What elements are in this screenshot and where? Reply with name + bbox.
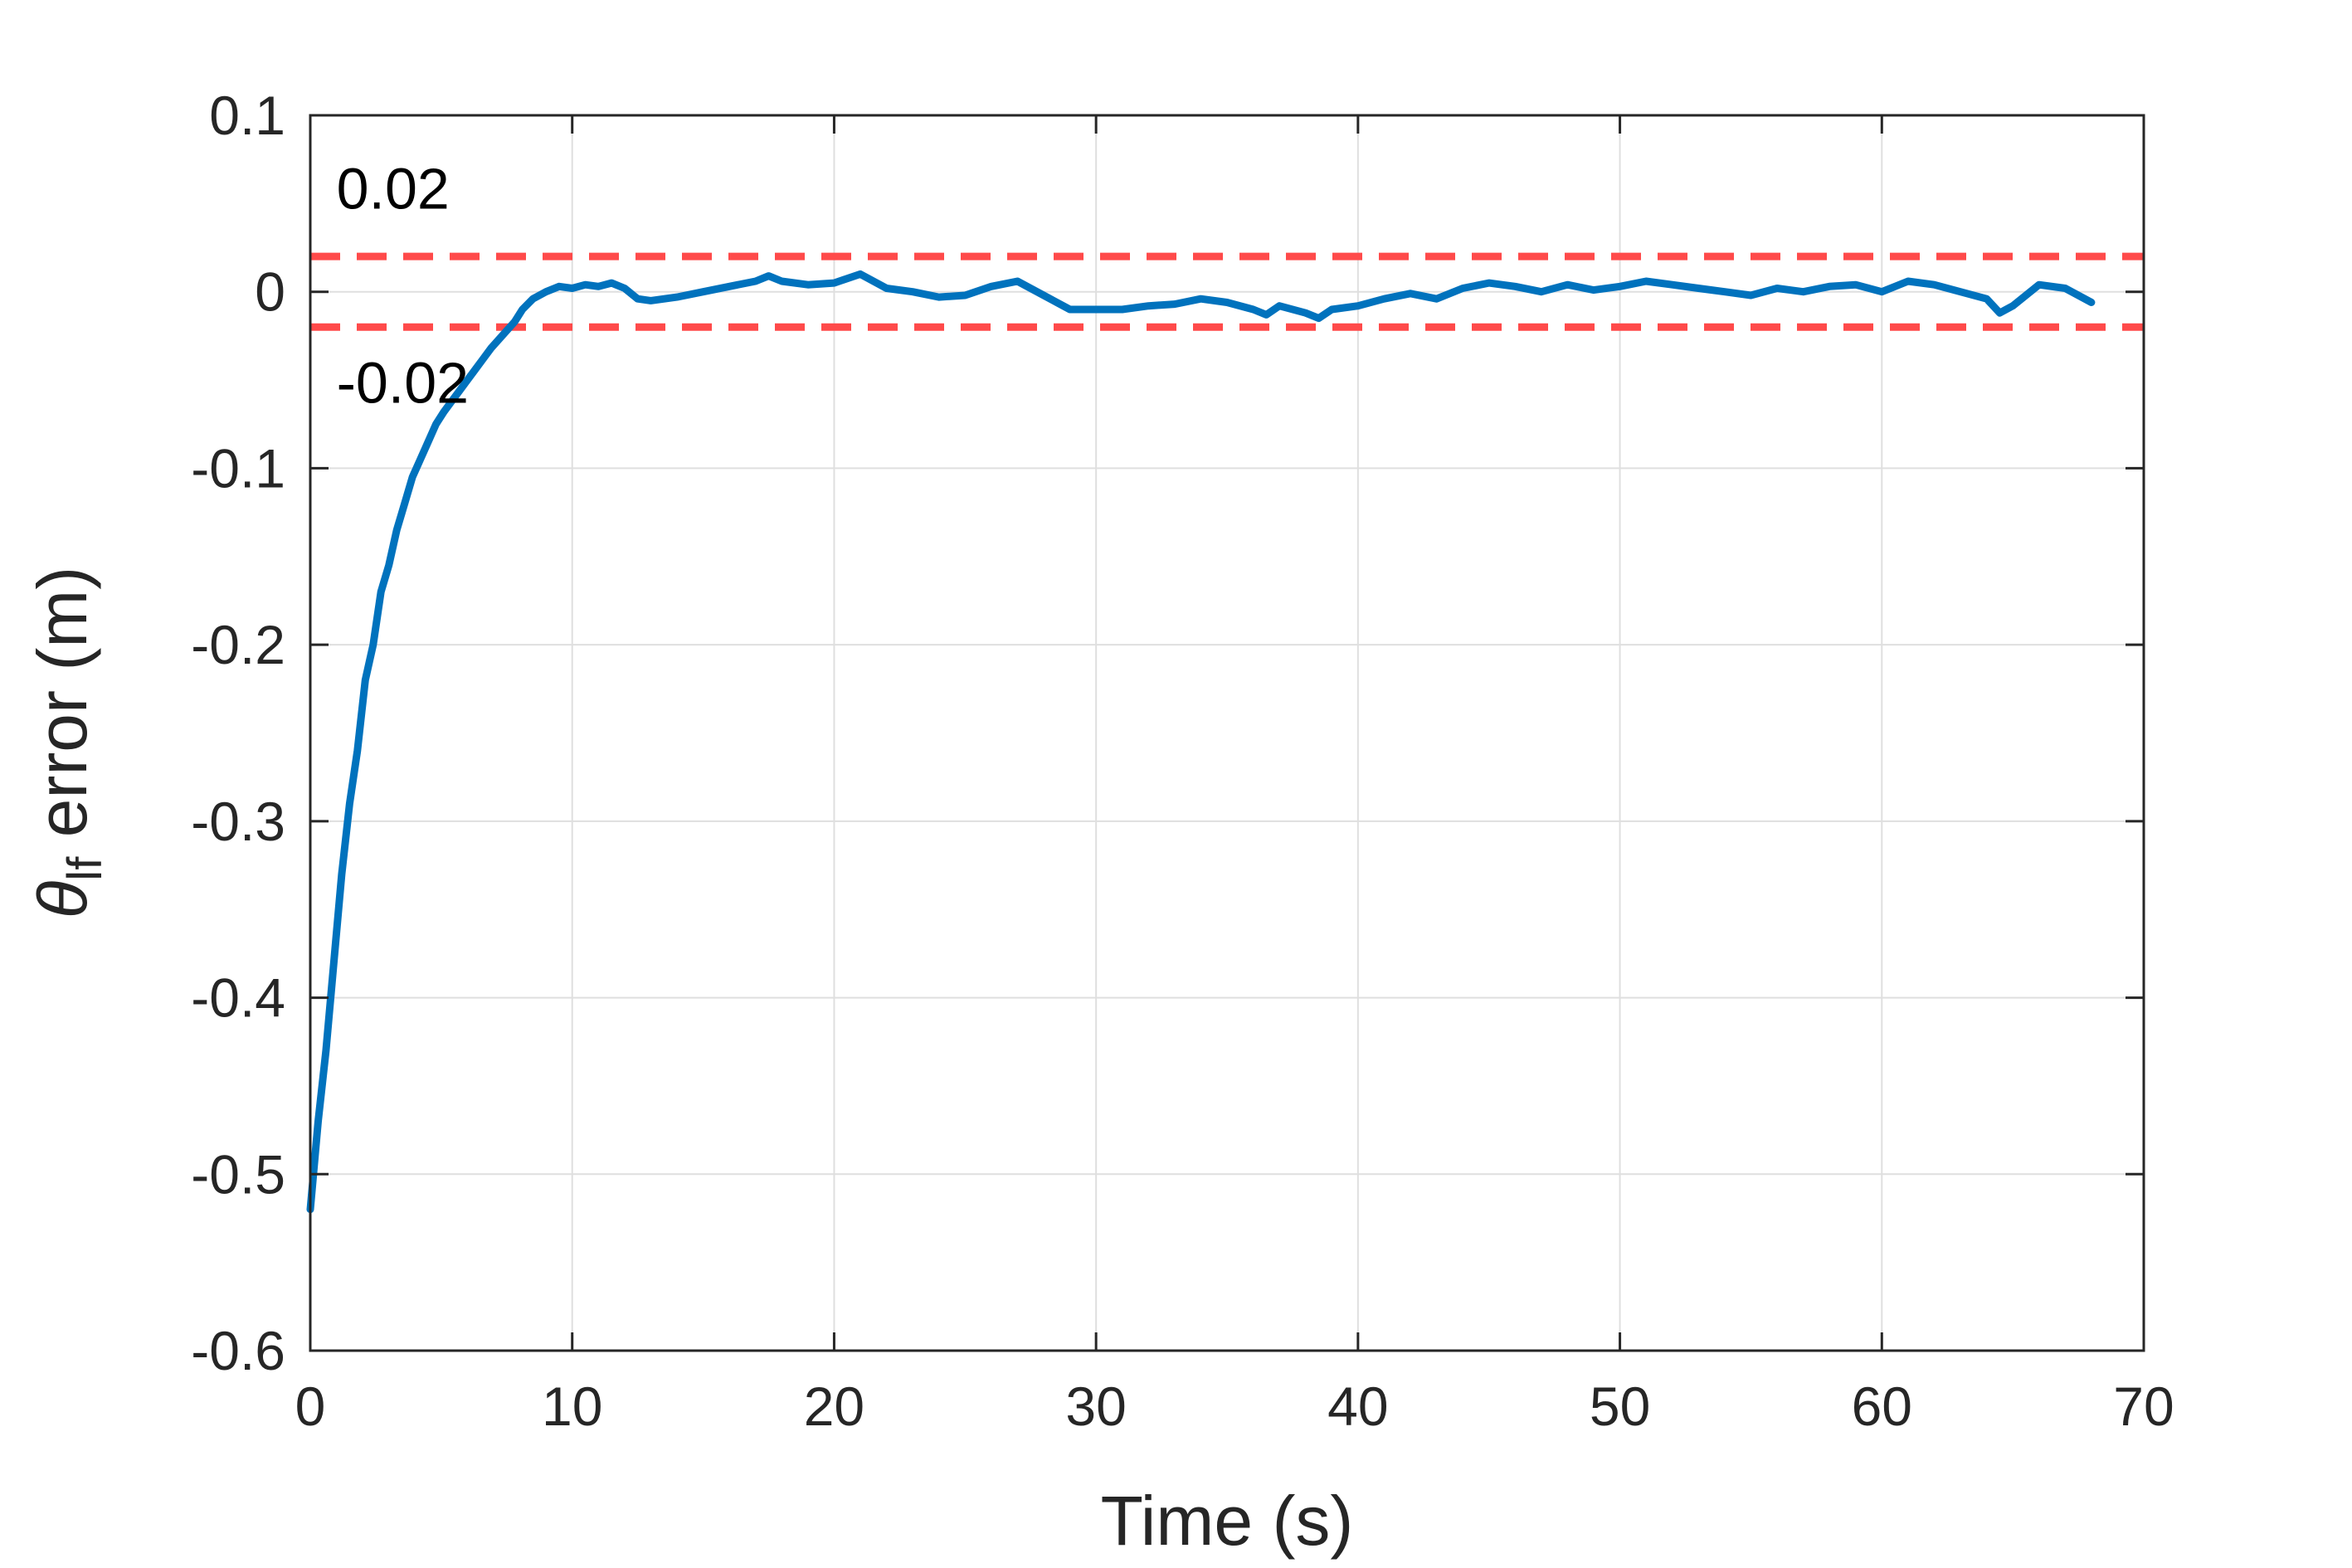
y-tick-label: -0.6 (191, 1320, 285, 1381)
x-tick-label: 70 (2113, 1376, 2174, 1437)
y-axis-symbol: θ (23, 881, 101, 919)
y-tick-label: -0.4 (191, 967, 285, 1029)
grid-lines (310, 115, 2144, 1351)
x-tick-label: 60 (1852, 1376, 1912, 1437)
y-tick-label: -0.1 (191, 437, 285, 499)
threshold-annotation: 0.02 (337, 157, 450, 222)
y-tick-label: -0.5 (191, 1143, 285, 1205)
y-tick-label: -0.3 (191, 791, 285, 852)
x-tick-label: 30 (1065, 1376, 1126, 1437)
tick-marks (309, 114, 2145, 1352)
y-tick-label: -0.2 (191, 614, 285, 675)
x-axis-title: Time (s) (1101, 1482, 1354, 1560)
x-tick-label: 10 (542, 1376, 602, 1437)
axes-box (309, 114, 2145, 1352)
x-tick-labels: 0 10 20 30 40 50 60 70 (295, 1376, 2174, 1437)
x-tick-label: 20 (804, 1376, 864, 1437)
y-tick-labels: 0.1 0 -0.1 -0.2 -0.3 -0.4 -0.5 -0.6 (191, 85, 285, 1381)
y-tick-label: 0.1 (209, 85, 285, 146)
reference-lines (310, 252, 2144, 331)
annotations: 0.02 -0.02 (337, 157, 470, 416)
x-tick-label: 0 (295, 1376, 326, 1437)
data-series (306, 270, 2096, 1214)
series-line (306, 270, 2096, 1214)
y-axis-title-rest: error (m) (23, 567, 101, 857)
threshold-annotation: -0.02 (337, 351, 470, 416)
x-tick-label: 50 (1590, 1376, 1650, 1437)
x-tick-label: 40 (1327, 1376, 1388, 1437)
plot-area (310, 115, 2144, 1351)
y-axis-title: θlf error (m) (23, 567, 112, 919)
y-axis-subscript: lf (58, 856, 112, 881)
y-tick-label: 0 (255, 261, 285, 323)
